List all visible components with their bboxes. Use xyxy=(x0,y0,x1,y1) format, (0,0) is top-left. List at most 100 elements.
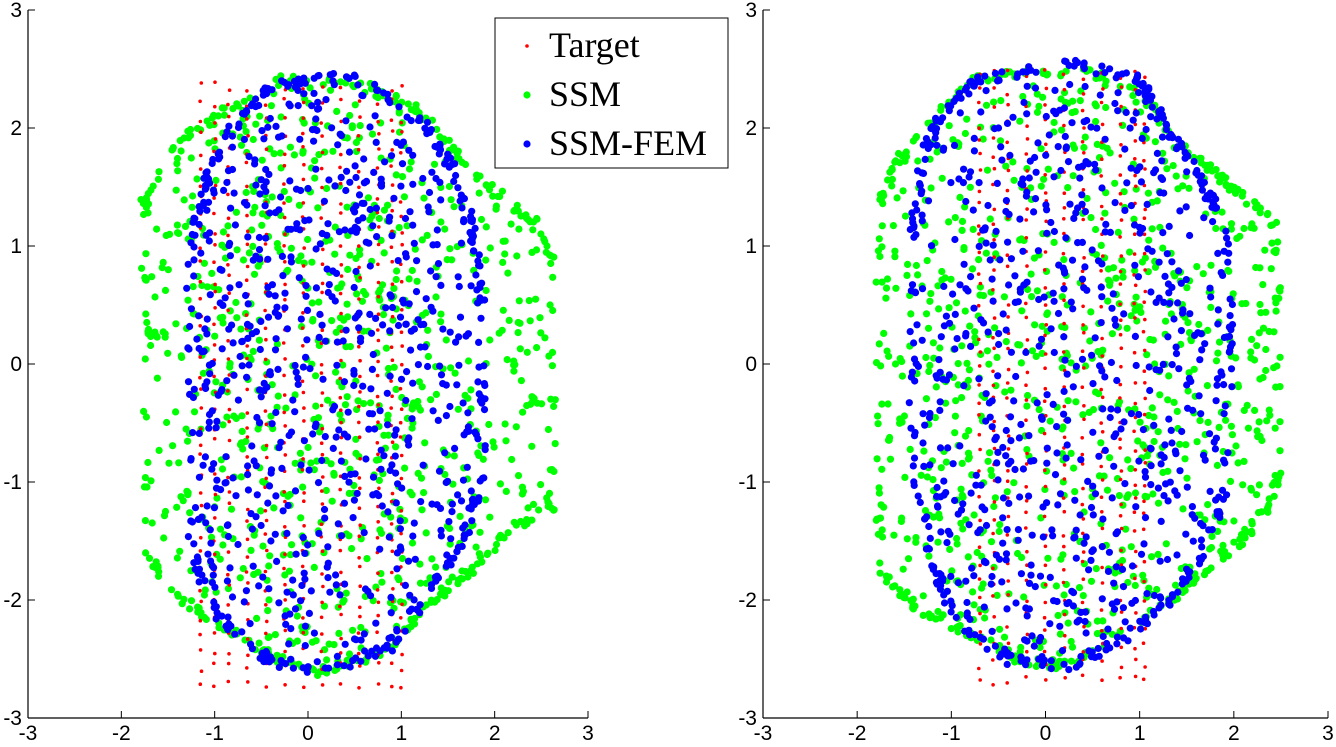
point-ssm-fem xyxy=(1159,229,1167,237)
point-target xyxy=(1119,626,1123,631)
point-ssm-fem xyxy=(1167,130,1175,139)
point-target xyxy=(1100,581,1105,585)
point-ssm-fem xyxy=(308,102,316,110)
point-target xyxy=(246,680,250,684)
point-ssm-fem xyxy=(413,605,421,613)
point-ssm-fem xyxy=(1023,278,1031,286)
point-ssm xyxy=(1080,143,1088,152)
point-target xyxy=(283,628,288,633)
point-ssm-fem xyxy=(984,328,992,336)
point-ssm xyxy=(532,295,540,303)
point-ssm-fem xyxy=(960,165,968,173)
point-target xyxy=(1062,206,1067,210)
point-ssm xyxy=(213,494,221,502)
point-ssm xyxy=(233,100,241,108)
point-ssm xyxy=(936,344,944,352)
point-ssm-fem xyxy=(1139,426,1147,434)
point-ssm xyxy=(447,196,455,204)
point-target xyxy=(212,684,216,689)
point-ssm-fem xyxy=(1224,258,1232,266)
point-target xyxy=(226,308,230,313)
point-ssm-fem xyxy=(1220,381,1228,389)
point-ssm-fem xyxy=(309,430,317,438)
point-target xyxy=(212,260,216,265)
point-ssm-fem xyxy=(1212,397,1220,405)
point-ssm xyxy=(516,345,524,353)
point-target xyxy=(991,594,995,598)
point-ssm xyxy=(142,276,150,284)
point-ssm xyxy=(357,623,365,632)
point-ssm-fem xyxy=(442,478,450,487)
point-ssm xyxy=(186,131,195,139)
point-ssm xyxy=(1127,543,1135,551)
point-ssm xyxy=(1098,142,1107,150)
point-target xyxy=(320,632,324,636)
point-ssm-fem xyxy=(279,507,287,515)
point-ssm-fem xyxy=(387,292,395,301)
point-ssm-fem xyxy=(189,429,197,437)
point-ssm xyxy=(1138,258,1146,266)
point-ssm xyxy=(490,443,498,451)
point-target xyxy=(977,577,982,581)
point-ssm-fem xyxy=(275,133,283,141)
point-ssm xyxy=(1087,308,1095,316)
point-ssm-fem xyxy=(208,159,216,168)
point-ssm-fem xyxy=(952,613,960,622)
point-ssm xyxy=(312,372,320,380)
point-target xyxy=(375,441,380,445)
point-ssm xyxy=(1240,457,1248,465)
point-target xyxy=(320,281,325,286)
point-ssm xyxy=(1037,145,1045,153)
point-ssm xyxy=(942,458,951,466)
point-ssm-fem xyxy=(341,226,349,234)
point-ssm xyxy=(380,249,388,257)
point-ssm xyxy=(1033,287,1041,295)
point-ssm xyxy=(229,105,237,113)
point-ssm xyxy=(449,480,457,488)
point-target xyxy=(399,214,404,219)
point-target xyxy=(1141,527,1146,532)
point-ssm-fem xyxy=(1053,449,1061,457)
point-ssm-fem xyxy=(244,486,252,494)
point-ssm-fem xyxy=(187,305,195,313)
point-ssm-fem xyxy=(454,273,462,281)
point-target xyxy=(1142,216,1147,220)
point-target xyxy=(320,572,324,576)
point-ssm xyxy=(510,518,518,526)
point-target xyxy=(1080,502,1085,507)
point-ssm-fem xyxy=(1098,293,1106,301)
point-ssm-fem xyxy=(226,284,234,292)
point-ssm xyxy=(1040,175,1048,183)
point-ssm xyxy=(343,393,351,401)
point-target xyxy=(1005,681,1009,685)
point-ssm-fem xyxy=(350,366,358,375)
point-ssm-fem xyxy=(329,77,337,85)
point-target xyxy=(1043,303,1048,307)
point-ssm-fem xyxy=(1131,596,1139,605)
point-target xyxy=(1118,514,1123,518)
point-ssm-fem xyxy=(988,572,996,581)
point-ssm xyxy=(311,174,319,182)
x-tick-label: -3 xyxy=(19,722,38,745)
point-ssm xyxy=(216,525,225,533)
point-ssm xyxy=(265,562,273,570)
point-ssm-fem xyxy=(314,98,322,106)
point-ssm xyxy=(360,400,368,408)
point-ssm-fem xyxy=(256,255,264,263)
point-ssm-fem xyxy=(1139,82,1147,90)
point-ssm xyxy=(886,455,895,463)
point-ssm-fem xyxy=(451,444,459,452)
point-ssm-fem xyxy=(245,152,253,161)
point-ssm-fem xyxy=(299,363,307,371)
point-ssm-fem xyxy=(1138,134,1146,142)
point-target xyxy=(992,615,996,619)
point-ssm xyxy=(144,330,152,338)
point-ssm xyxy=(445,182,453,191)
point-ssm-fem xyxy=(1016,215,1024,223)
point-ssm-fem xyxy=(1226,295,1234,303)
point-ssm xyxy=(1135,306,1143,314)
point-ssm-fem xyxy=(425,127,434,135)
point-ssm-fem xyxy=(242,587,250,595)
point-ssm-fem xyxy=(937,528,945,536)
point-ssm-fem xyxy=(475,251,483,259)
